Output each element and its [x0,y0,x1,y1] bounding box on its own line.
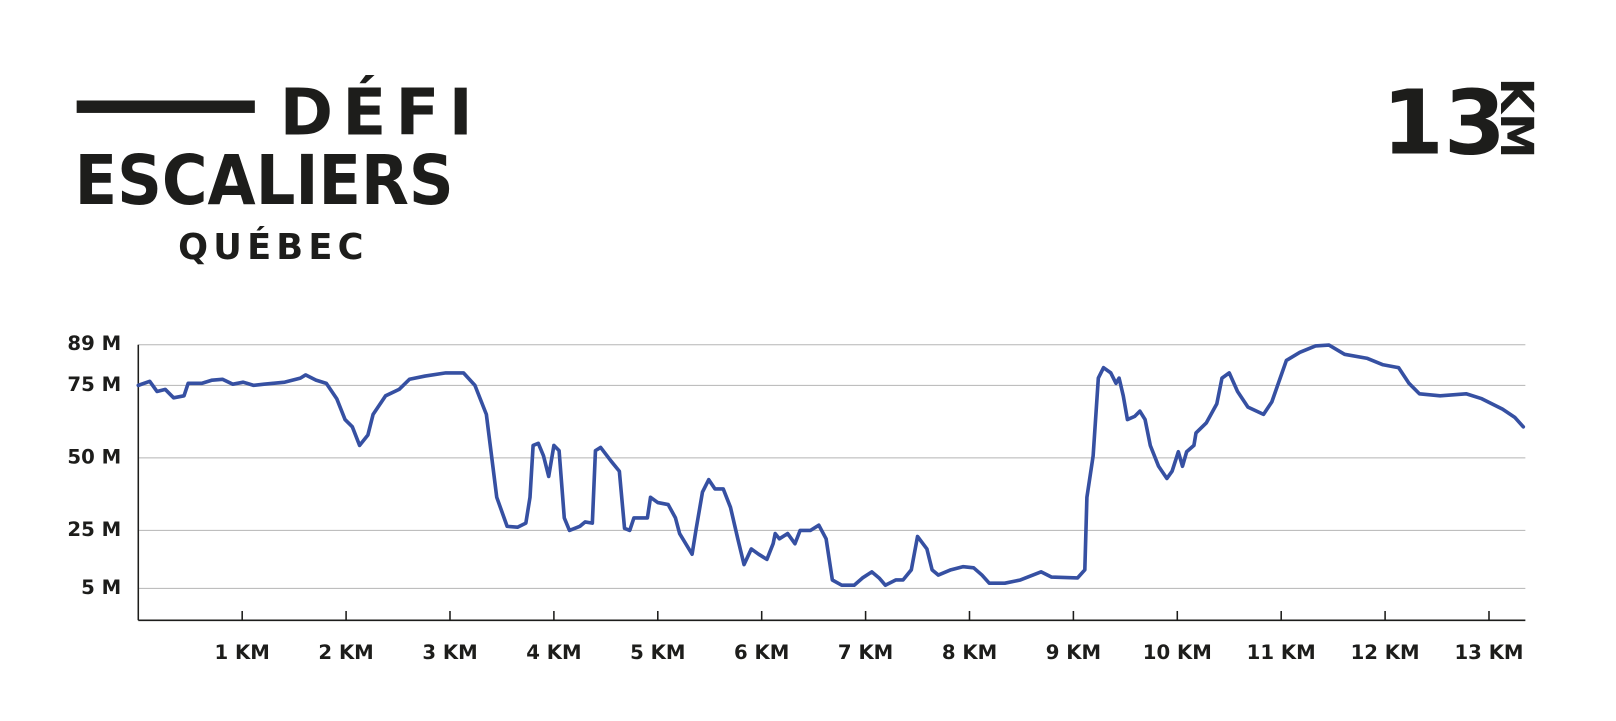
x-tick-label: 12 KM [1351,641,1420,664]
y-tick-label: 5 M [81,576,121,599]
x-tick-label: 3 KM [422,641,477,664]
x-tick-label: 6 KM [734,641,789,664]
x-tick-label: 1 KM [215,641,270,664]
y-tick-label: 75 M [67,373,121,396]
logo: DÉFI ESCALIERS QUÉBEC [75,75,482,268]
x-tick-label: 8 KM [942,641,997,664]
logo-line1: DÉFI [280,75,482,151]
x-tick-label: 9 KM [1046,641,1101,664]
x-tick-label: 2 KM [318,641,373,664]
logo-line3: QUÉBEC [178,226,368,268]
y-tick-label: 50 M [67,445,121,468]
x-tick-label: 10 KM [1143,641,1212,664]
x-tick-label: 4 KM [526,641,581,664]
x-tick-label: 13 KM [1454,641,1523,664]
y-tick-label: 89 M [67,332,121,355]
elevation-line [136,343,1526,588]
x-tick-label: 5 KM [630,641,685,664]
logo-bar [76,100,255,113]
x-tick-label: 11 KM [1247,641,1316,664]
y-tick-label: 25 M [67,518,121,541]
logo-line2: ESCALIERS [75,142,454,221]
distance: 13 [1382,71,1506,175]
distance-unit: KM [1490,78,1543,159]
x-tick-label: 7 KM [838,641,893,664]
